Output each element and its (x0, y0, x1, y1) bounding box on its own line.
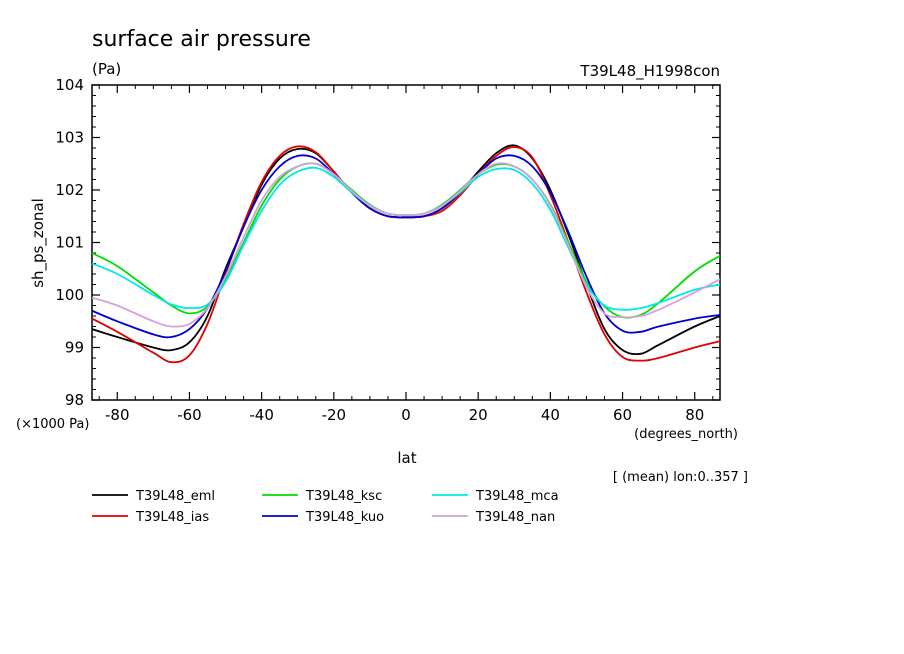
x-tick-label: -20 (322, 406, 347, 424)
y-tick-label: 101 (55, 234, 84, 252)
y-tick-label: 102 (55, 181, 84, 199)
y-tick-label: 104 (55, 76, 84, 94)
plot-area: 98 99 100 101 102 103 104 -80 -60 -40 -20 0 20 40 60 80 (55, 76, 721, 424)
series-line-T39L48_ksc (91, 162, 721, 319)
legend: T39L48_eml T39L48_ias T39L48_ksc T39L48_kuo… (92, 489, 559, 525)
series-line-T39L48_mca (91, 166, 721, 311)
legend-label-T39L48_ias: T39L48_ias (135, 510, 209, 525)
y-tick-label: 100 (55, 286, 84, 304)
x-unit-label: (degrees_north) (634, 427, 738, 442)
x-tick-label: -60 (177, 406, 202, 424)
y-axis-label: sh_ps_zonal (29, 198, 48, 288)
y-tick-label: 103 (55, 129, 84, 147)
legend-label-T39L48_kuo: T39L48_kuo (305, 510, 384, 525)
x-tick-label: 80 (685, 406, 704, 424)
x-tick-label: 60 (613, 406, 632, 424)
series-line-T39L48_eml (91, 144, 721, 356)
legend-label-T39L48_nan: T39L48_nan (475, 510, 555, 525)
x-tick-label: 0 (401, 406, 411, 424)
units-label: (Pa) (92, 60, 121, 78)
x-axis-label: lat (397, 449, 416, 467)
y-tick-label: 99 (65, 339, 84, 357)
x-tick-label: -80 (105, 406, 130, 424)
chart-title: surface air pressure (92, 27, 311, 52)
x-tick-label: -40 (249, 406, 274, 424)
run-label: T39L48_H1998con (579, 62, 720, 81)
legend-label-T39L48_eml: T39L48_eml (135, 489, 215, 504)
legend-label-T39L48_ksc: T39L48_ksc (305, 489, 382, 504)
legend-label-T39L48_mca: T39L48_mca (475, 489, 559, 504)
y-scale-note: (×1000 Pa) (16, 417, 89, 432)
series-line-T39L48_ias (91, 145, 721, 364)
series-line-T39L48_nan (91, 162, 721, 328)
x-tick-label: 20 (469, 406, 488, 424)
mean-note: [ (mean) lon:0..357 ] (613, 470, 748, 485)
x-tick-label: 40 (541, 406, 560, 424)
y-tick-label: 98 (65, 391, 84, 409)
